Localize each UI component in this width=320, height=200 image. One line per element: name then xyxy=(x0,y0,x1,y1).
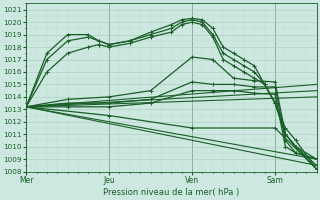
X-axis label: Pression niveau de la mer( hPa ): Pression niveau de la mer( hPa ) xyxy=(103,188,239,197)
